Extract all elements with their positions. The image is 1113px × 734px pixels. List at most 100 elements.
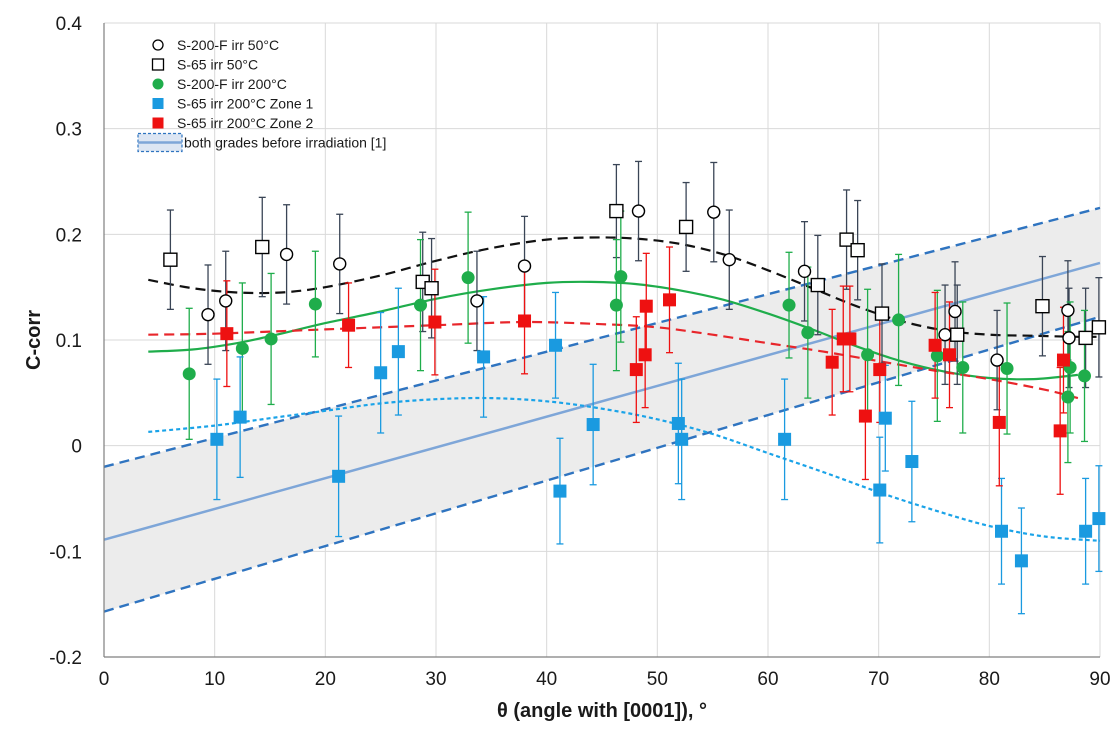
point-s-200-f-irr-200-c-11 — [892, 313, 906, 327]
point-s-65-irr-50-c-3 — [424, 281, 439, 296]
point-s-200-f-irr-200-c-13 — [956, 360, 970, 374]
point-s-65-irr-200-c-zone-2-10 — [843, 332, 857, 346]
point-s-200-f-irr-50-c-4 — [470, 294, 484, 308]
point-s-65-irr-50-c-5 — [678, 219, 694, 235]
legend-entry-s-200-f-irr-50-c: S-200-F irr 50°C — [152, 37, 279, 53]
point-s-200-f-irr-200-c-14 — [1000, 362, 1014, 376]
x-axis-title: θ (angle with [0001]), ° — [497, 700, 707, 722]
point-s-65-irr-50-c-10 — [950, 327, 965, 342]
point-s-200-f-irr-50-c-7 — [707, 205, 721, 219]
x-tick-label-40: 40 — [536, 669, 557, 690]
legend-entry-s-65-irr-200-c-zone-1: S-65 irr 200°C Zone 1 — [152, 96, 314, 112]
point-s-65-irr-200-c-zone-2-14 — [942, 348, 956, 362]
point-s-65-irr-200-c-zone-1-6 — [549, 338, 563, 352]
point-s-65-irr-200-c-zone-1-1 — [233, 410, 247, 424]
point-s-200-f-irr-50-c-0 — [201, 307, 215, 322]
point-s-65-irr-200-c-zone-2-8 — [825, 355, 839, 369]
point-s-200-f-irr-50-c-9 — [797, 264, 812, 279]
x-tick-label-60: 60 — [757, 669, 778, 690]
legend-label: S-65 irr 200°C Zone 2 — [177, 115, 314, 131]
point-s-65-irr-200-c-zone-1-8 — [586, 418, 600, 432]
point-s-65-irr-200-c-zone-1-9 — [671, 416, 685, 430]
y-tick-label-0.1: 0.1 — [56, 331, 82, 352]
point-s-200-f-irr-200-c-5 — [461, 271, 475, 285]
point-s-200-f-irr-50-c-11 — [948, 304, 962, 319]
legend-label: S-65 irr 200°C Zone 1 — [177, 96, 314, 112]
point-s-65-irr-50-c-0 — [163, 252, 178, 267]
point-s-200-f-irr-200-c-10 — [861, 348, 875, 362]
point-s-65-irr-200-c-zone-2-15 — [992, 415, 1006, 429]
point-s-65-irr-200-c-zone-2-12 — [873, 363, 887, 377]
point-s-65-irr-200-c-zone-1-11 — [778, 432, 792, 446]
legend: S-200-F irr 50°C S-65 irr 50°C S-200-F irr… — [137, 37, 386, 153]
point-s-65-irr-50-c-8 — [850, 242, 865, 258]
point-s-200-f-irr-200-c-9 — [801, 326, 815, 340]
point-s-200-f-irr-200-c-7 — [614, 270, 628, 284]
point-s-200-f-irr-50-c-12 — [990, 353, 1004, 367]
fit-s-65-irr-200-c-zone-1-fit — [148, 396, 1101, 542]
x-tick-label-10: 10 — [204, 669, 225, 690]
point-s-200-f-irr-200-c-12 — [930, 349, 944, 363]
point-s-65-irr-200-c-zone-1-4 — [391, 345, 405, 359]
fit-curves — [148, 236, 1101, 542]
point-s-65-irr-200-c-zone-1-14 — [905, 455, 919, 469]
legend-marker — [151, 58, 165, 71]
point-s-65-irr-200-c-zone-1-5 — [477, 350, 491, 364]
x-tick-label-70: 70 — [868, 669, 889, 690]
band-lower-bound — [103, 315, 1101, 613]
point-s-200-f-irr-200-c-1 — [235, 341, 249, 355]
legend-entry-s-65-irr-200-c-zone-2: S-65 irr 200°C Zone 2 — [152, 115, 314, 131]
x-tick-label-30: 30 — [425, 669, 446, 690]
x-tick-label-20: 20 — [315, 669, 336, 690]
point-s-200-f-irr-50-c-6 — [631, 204, 646, 218]
legend-marker — [152, 98, 164, 109]
point-s-65-irr-200-c-zone-2-2 — [428, 315, 442, 329]
point-s-65-irr-200-c-zone-2-7 — [663, 293, 677, 307]
point-s-65-irr-200-c-zone-1-0 — [210, 432, 224, 446]
point-s-65-irr-200-c-zone-2-0 — [220, 327, 234, 341]
point-s-200-f-irr-50-c-14 — [1062, 331, 1076, 345]
point-s-200-f-irr-200-c-6 — [609, 298, 623, 312]
band-center-line — [103, 261, 1101, 541]
data-points — [163, 203, 1107, 568]
point-s-65-irr-200-c-zone-2-3 — [518, 314, 532, 328]
point-s-65-irr-200-c-zone-2-6 — [639, 299, 653, 313]
point-s-200-f-irr-200-c-15 — [1061, 390, 1075, 404]
y-axis-title: C-corr — [23, 310, 45, 370]
point-s-65-irr-200-c-zone-2-4 — [629, 363, 643, 377]
point-s-65-irr-200-c-zone-1-7 — [553, 484, 567, 498]
legend-label: S-200-F irr 200°C — [177, 76, 287, 92]
point-s-65-irr-200-c-zone-2-1 — [342, 318, 356, 332]
x-tick-label-0: 0 — [99, 669, 110, 690]
point-s-65-irr-50-c-7 — [839, 232, 854, 247]
legend-marker — [152, 117, 164, 129]
point-s-65-irr-200-c-zone-2-13 — [928, 338, 942, 352]
y-tick-label-0.3: 0.3 — [56, 120, 82, 141]
point-s-65-irr-50-c-13 — [1091, 320, 1107, 335]
legend-label: S-200-F irr 50°C — [177, 37, 279, 53]
x-tick-label-80: 80 — [979, 669, 1000, 690]
point-s-65-irr-200-c-zone-1-16 — [1014, 554, 1028, 568]
legend-label: S-65 irr 50°C — [177, 57, 258, 73]
point-s-200-f-irr-200-c-3 — [308, 297, 322, 311]
point-s-65-irr-200-c-zone-2-16 — [1053, 424, 1067, 438]
band-upper-bound — [103, 206, 1101, 468]
x-tick-label-90: 90 — [1089, 669, 1110, 690]
point-s-65-irr-200-c-zone-1-3 — [374, 366, 388, 380]
legend-entry-s-200-f-irr-200-c: S-200-F irr 200°C — [152, 76, 287, 92]
point-s-200-f-irr-50-c-5 — [517, 259, 532, 273]
y-tick-label-0.4: 0.4 — [56, 14, 83, 35]
point-s-200-f-irr-200-c-17 — [1078, 369, 1092, 383]
point-s-65-irr-200-c-zone-1-17 — [1079, 524, 1093, 538]
axes: 0 10 20 30 40 50 60 70 80 90 -0.2 -0.1 0 0.1 0.2 0.3 0.4… — [23, 14, 1111, 722]
point-s-65-irr-200-c-zone-1-12 — [873, 483, 887, 497]
legend-marker — [152, 78, 164, 90]
point-s-65-irr-200-c-zone-1-13 — [878, 411, 892, 425]
point-s-65-irr-200-c-zone-1-18 — [1092, 512, 1106, 526]
point-s-65-irr-200-c-zone-2-5 — [638, 348, 652, 362]
y-tick-label--0.2: -0.2 — [49, 648, 82, 669]
point-s-65-irr-200-c-zone-1-15 — [995, 524, 1009, 538]
point-s-65-irr-200-c-zone-2-11 — [858, 409, 872, 423]
